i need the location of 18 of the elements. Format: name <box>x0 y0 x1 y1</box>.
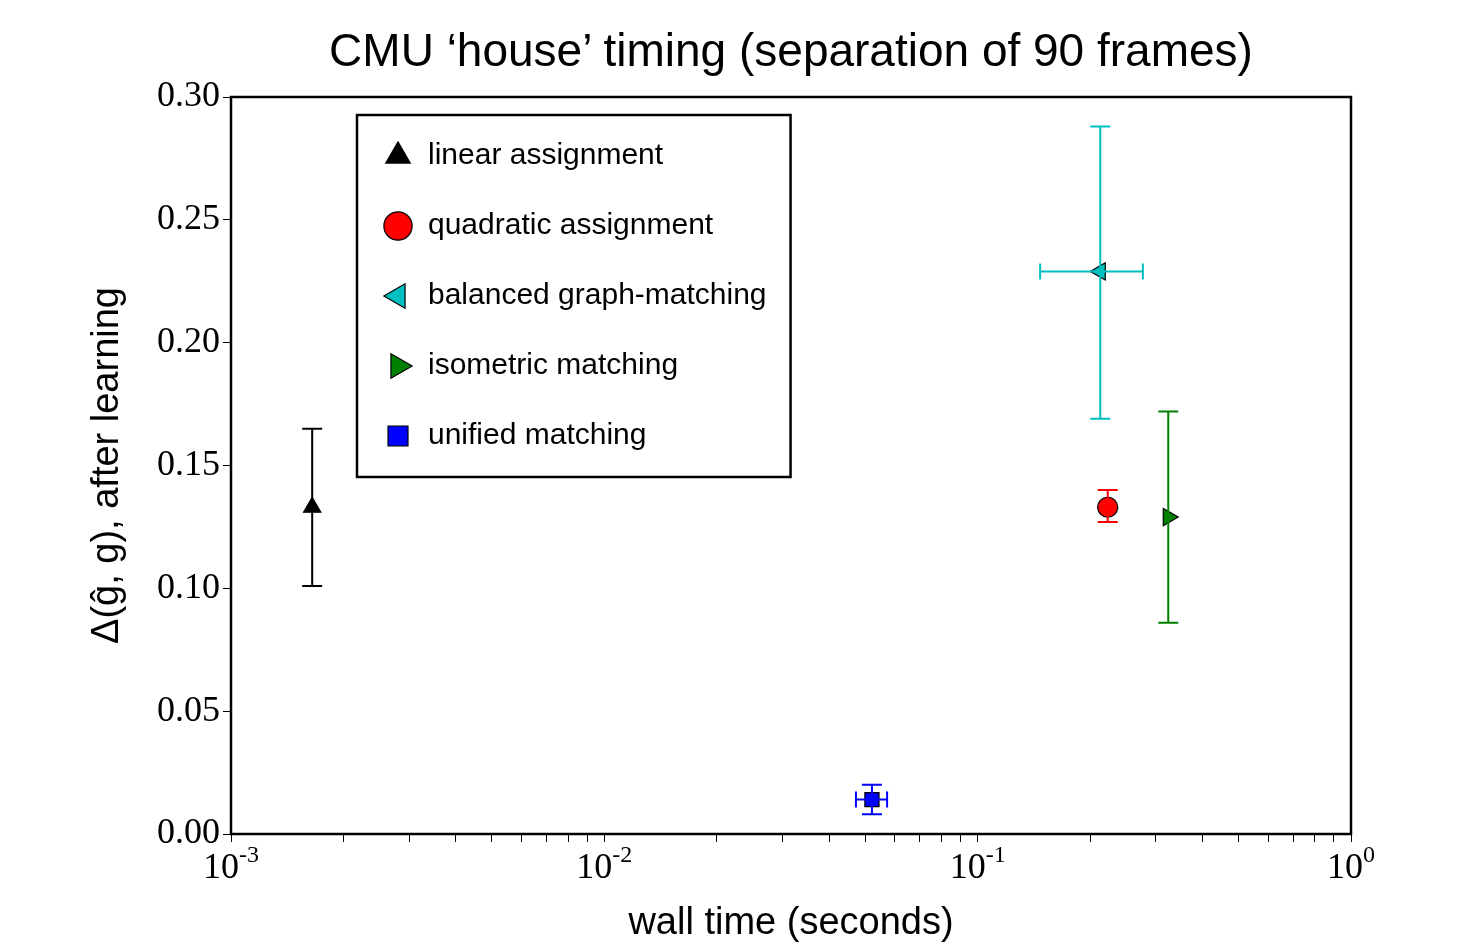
legend-label: linear assignment <box>428 137 664 171</box>
legend-label: isometric matching <box>428 347 679 381</box>
y-tick-label: 0.00 <box>157 811 220 852</box>
y-tick-label: 0.10 <box>157 565 220 606</box>
y-tick-label: 0.20 <box>157 320 220 361</box>
y-tick-label: 0.30 <box>157 74 220 115</box>
y-tick-label: 0.05 <box>157 688 220 729</box>
y-tick-label: 0.15 <box>157 442 220 483</box>
y-axis-title: Δ(ĝ, g), after learning <box>84 287 126 644</box>
legend-label: balanced graph-matching <box>428 277 767 311</box>
x-tick-label: 10$^{-1}$ <box>949 841 1006 886</box>
legend-label: quadratic assignment <box>428 207 714 241</box>
x-axis-title: wall time (seconds) <box>627 900 954 942</box>
x-tick-label: 10$^{0}$ <box>1327 841 1375 886</box>
x-tick-label: 10$^{-2}$ <box>576 841 633 886</box>
chart-title: CMU ‘house’ timing (separation of 90 frames) <box>329 24 1253 76</box>
y-tick-label: 0.25 <box>157 197 220 238</box>
legend-label: unified matching <box>428 417 647 451</box>
